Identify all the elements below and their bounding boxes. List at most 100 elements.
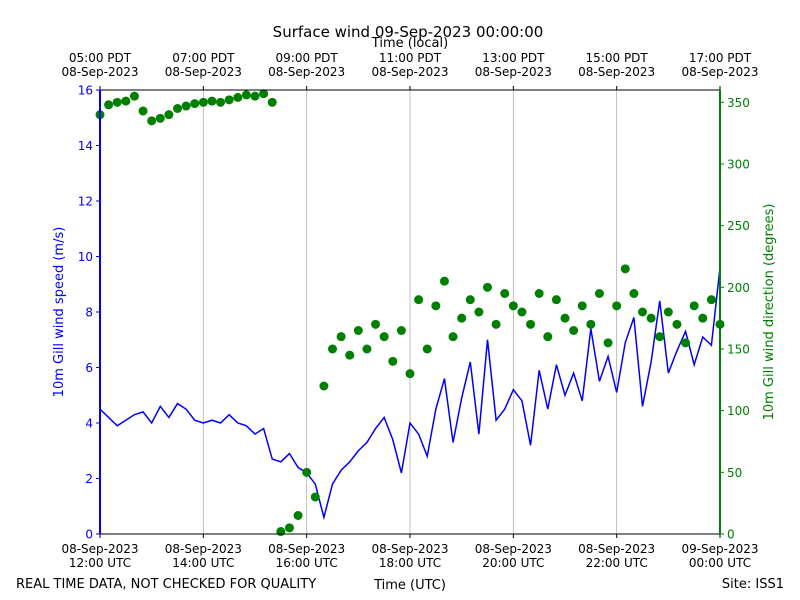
direction-point [328,344,337,354]
direction-point [569,326,579,335]
direction-point [465,295,475,305]
direction-point [543,332,553,342]
top-axis-label: Time (local) [371,36,448,51]
y2-tick-label: 100 [727,404,750,418]
direction-point [104,100,114,110]
direction-point [181,101,191,111]
direction-point [646,313,656,323]
direction-point [439,276,449,286]
direction-point [224,95,234,105]
direction-point [551,295,561,305]
y2-tick-label: 250 [727,219,750,233]
direction-point [362,344,372,354]
direction-point [629,289,639,298]
direction-point [353,326,363,335]
direction-point [414,295,424,305]
direction-point [689,301,699,311]
y2-tick-label: 200 [727,281,750,295]
direction-point [371,319,381,329]
y-axis-label: 10m Gill wind speed (m/s) [52,227,67,398]
direction-point [672,319,682,329]
direction-point [216,97,226,107]
direction-point [681,338,691,348]
direction-point [474,307,484,317]
speed-line [99,267,721,521]
direction-point [586,319,596,329]
y-tick-label: 12 [78,195,93,209]
top-x-tick-label: 15:00 PDT 08-Sep-2023 [578,51,656,79]
direction-point [250,91,260,101]
direction-point [267,97,277,107]
direction-point [336,332,346,342]
y2-tick-label: 300 [727,158,750,172]
chart-title: Surface wind 09-Sep-2023 00:00:00 [273,23,544,41]
direction-point [612,301,622,311]
direction-point [319,381,329,391]
direction-point [138,106,148,116]
y-tick-label: 14 [78,139,93,153]
x-tick-label: 08-Sep-2023 20:00 UTC [474,542,552,570]
direction-point [112,97,122,107]
direction-point [698,313,708,323]
direction-point [396,326,406,335]
footer-left: REAL TIME DATA, NOT CHECKED FOR QUALITY [16,577,316,592]
direction-point [129,91,139,101]
y2-tick-label: 150 [727,343,750,357]
top-x-tick-label: 13:00 PDT 08-Sep-2023 [474,51,552,79]
y-tick-label: 4 [85,417,93,431]
y2-tick-label: 50 [727,466,742,480]
direction-point [663,307,673,317]
x-tick-label: 08-Sep-2023 18:00 UTC [371,542,449,570]
direction-point [379,332,389,342]
direction-point [620,264,630,274]
direction-point [655,332,665,342]
direction-point [241,90,251,100]
direction-point [302,467,312,477]
direction-point [155,113,165,123]
direction-point [457,313,467,323]
direction-point [164,110,174,120]
direction-point [422,344,432,354]
y2-tick-label: 0 [727,528,735,542]
footer-right: Site: ISS1 [722,577,784,592]
direction-point [173,104,182,113]
direction-point [638,307,647,317]
direction-point [706,295,716,305]
direction-point [190,99,200,109]
top-x-tick-label: 09:00 PDT 08-Sep-2023 [268,51,346,79]
direction-point [310,492,320,502]
y-tick-label: 16 [78,84,93,98]
direction-point [431,301,441,311]
direction-point [534,289,544,298]
top-x-tick-label: 07:00 PDT 08-Sep-2023 [164,51,242,79]
y-tick-label: 0 [85,528,93,542]
direction-point [147,116,157,126]
top-x-tick-label: 11:00 PDT 08-Sep-2023 [371,51,449,79]
top-x-tick-label: 17:00 PDT 08-Sep-2023 [681,51,759,79]
x-tick-label: 08-Sep-2023 22:00 UTC [578,542,656,570]
direction-point [233,92,243,102]
y-tick-label: 10 [78,250,93,264]
direction-point [500,289,510,298]
direction-point [483,282,492,292]
direction-point [448,332,458,342]
direction-point [603,338,613,348]
direction-point [388,356,398,366]
direction-point [560,313,570,323]
direction-point [594,289,604,298]
direction-point [508,301,518,311]
direction-point [121,96,131,106]
x-tick-label: 08-Sep-2023 14:00 UTC [164,542,242,570]
direction-point [284,523,294,533]
y-tick-label: 2 [85,472,93,486]
direction-point [276,527,286,537]
direction-point [517,307,527,317]
x-tick-label: 08-Sep-2023 12:00 UTC [61,542,139,570]
direction-point [207,96,217,106]
direction-point [198,97,208,107]
y2-tick-label: 350 [727,96,750,110]
y-tick-label: 8 [85,306,93,320]
direction-point [293,511,303,520]
